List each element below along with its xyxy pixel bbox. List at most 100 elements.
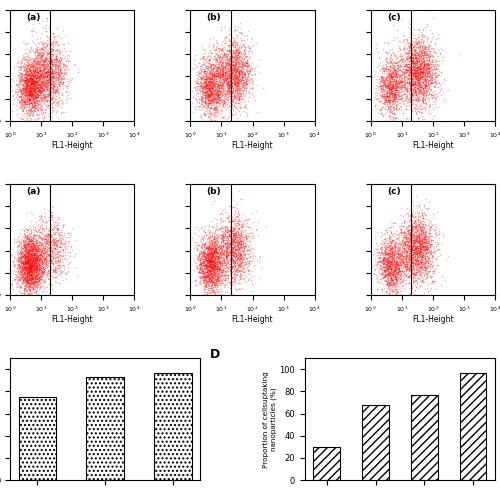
Point — [204, 262, 212, 270]
Point — [46, 69, 54, 76]
Point — [48, 58, 56, 66]
Point — [209, 55, 217, 63]
Point — [198, 69, 205, 76]
Point — [50, 74, 58, 81]
Point — [59, 60, 67, 68]
Point — [426, 73, 434, 80]
Point — [52, 70, 60, 78]
Point — [380, 250, 388, 258]
Point — [206, 249, 214, 257]
Point — [425, 67, 433, 74]
Point — [206, 78, 214, 86]
Point — [198, 84, 206, 92]
Point — [236, 75, 244, 83]
Point — [236, 53, 244, 61]
Point — [14, 87, 22, 95]
Point — [226, 248, 234, 256]
Point — [20, 230, 28, 238]
Point — [387, 242, 395, 249]
Point — [52, 87, 60, 95]
Point — [398, 240, 406, 248]
Point — [388, 102, 396, 110]
Point — [387, 280, 395, 288]
Point — [29, 245, 37, 252]
Point — [17, 243, 25, 250]
Point — [20, 87, 28, 95]
Point — [22, 247, 30, 255]
Point — [204, 75, 212, 83]
Point — [32, 256, 40, 264]
Point — [424, 59, 432, 67]
Point — [392, 268, 400, 275]
Point — [390, 269, 398, 276]
Point — [39, 109, 47, 117]
Point — [408, 212, 416, 220]
Point — [411, 80, 419, 88]
Point — [36, 264, 44, 272]
Point — [420, 61, 428, 69]
Point — [220, 69, 228, 77]
Point — [20, 262, 28, 270]
Point — [26, 88, 34, 96]
Point — [205, 74, 213, 82]
Point — [210, 238, 218, 245]
Point — [30, 97, 38, 105]
Point — [32, 274, 40, 282]
Point — [198, 224, 205, 232]
Point — [390, 97, 398, 104]
Point — [224, 42, 232, 49]
Point — [403, 99, 411, 107]
Point — [198, 106, 205, 114]
Point — [251, 71, 259, 78]
Point — [221, 71, 229, 79]
Point — [235, 66, 243, 74]
Point — [57, 54, 65, 62]
Point — [418, 231, 426, 239]
Point — [414, 55, 422, 63]
Point — [202, 249, 210, 257]
Point — [405, 79, 413, 87]
Point — [21, 258, 29, 266]
Point — [423, 72, 431, 80]
Point — [430, 112, 438, 120]
Point — [40, 70, 48, 78]
Point — [212, 86, 220, 94]
Point — [415, 248, 423, 256]
Point — [402, 266, 410, 273]
Point — [28, 252, 36, 260]
Point — [33, 265, 41, 273]
Point — [427, 57, 435, 65]
Point — [378, 93, 386, 100]
Point — [26, 261, 34, 269]
Point — [383, 93, 391, 101]
Point — [26, 252, 34, 260]
Point — [202, 280, 210, 288]
Point — [232, 67, 240, 75]
Point — [204, 90, 212, 98]
Point — [406, 98, 414, 106]
Point — [412, 80, 420, 88]
Point — [194, 252, 202, 260]
Point — [243, 65, 251, 73]
Point — [36, 39, 44, 47]
Point — [29, 250, 37, 258]
Point — [420, 64, 428, 72]
Point — [232, 223, 239, 231]
Point — [194, 85, 202, 93]
Point — [410, 63, 418, 71]
Point — [206, 257, 214, 265]
Point — [225, 45, 233, 53]
Point — [413, 248, 421, 256]
Point — [206, 261, 214, 269]
Point — [10, 285, 18, 293]
Point — [44, 244, 52, 252]
Point — [233, 74, 241, 82]
Point — [38, 243, 46, 250]
Point — [201, 286, 209, 294]
Point — [406, 98, 414, 105]
Point — [41, 68, 49, 76]
Point — [372, 271, 380, 279]
Point — [38, 221, 46, 229]
Point — [213, 70, 221, 78]
Point — [196, 265, 204, 272]
